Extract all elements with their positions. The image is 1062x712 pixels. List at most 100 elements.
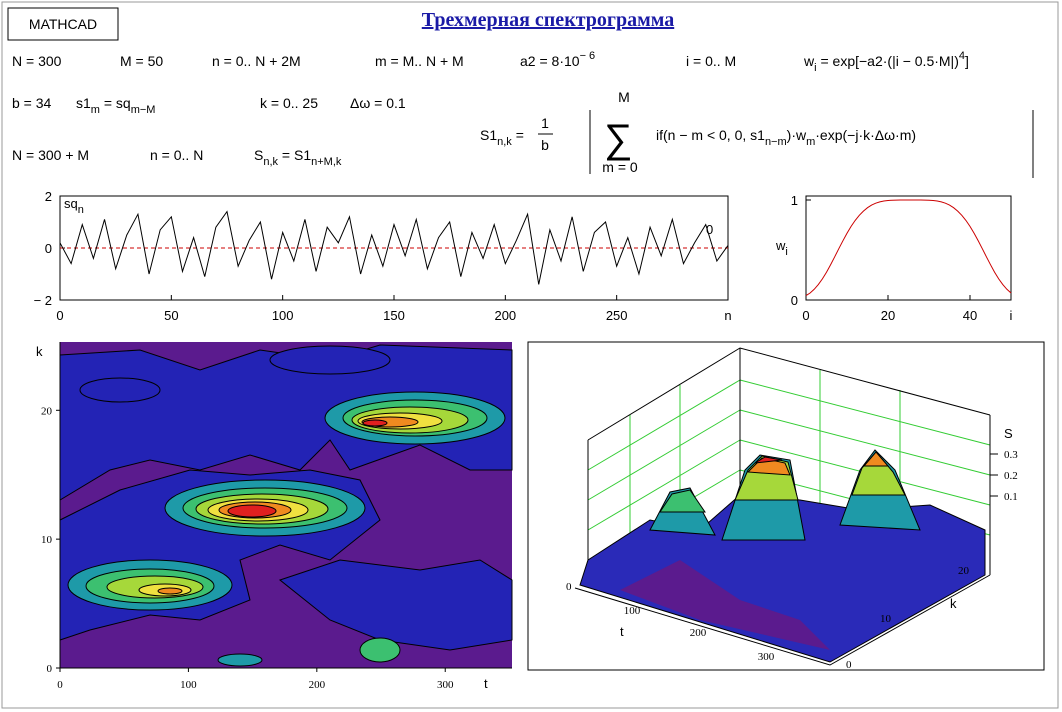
contour-level <box>359 637 401 663</box>
x-tick-label: 0 <box>56 308 63 323</box>
formula-part: k = 0.. 25 <box>260 95 318 111</box>
x-tick-label: 200 <box>690 627 707 639</box>
grid-line <box>739 409 991 476</box>
formula-part: − 6 <box>580 50 596 62</box>
contour-level <box>59 344 513 501</box>
formula-part: if(n − m < 0, 0, s1 <box>656 127 765 143</box>
formula-part: n+M,k <box>311 156 342 168</box>
formula-part: n = 0.. N <box>150 147 203 163</box>
contour-level <box>217 653 263 667</box>
y-axis-label: k <box>36 344 43 359</box>
y-tick-label: 1 <box>791 193 798 208</box>
x-tick-label: 50 <box>164 308 178 323</box>
origin-label: 0 <box>566 581 572 593</box>
y-tick-label: 2 <box>45 189 52 204</box>
y-axis-label: sqn <box>64 196 84 216</box>
y-tick-label: 10 <box>41 534 53 546</box>
formula: M = 50 <box>120 53 163 69</box>
formula-part: b = 34 <box>12 95 52 111</box>
x-tick-label: 150 <box>383 308 405 323</box>
surface-plot <box>527 341 1045 671</box>
x-tick-label: 0 <box>802 308 809 323</box>
formula-part: Δω = 0.1 <box>350 95 406 111</box>
origin-label: 0 <box>846 659 852 671</box>
x-tick-label: 100 <box>624 605 641 617</box>
x-tick-label: 200 <box>494 308 516 323</box>
badge-box <box>7 7 119 41</box>
formula: n = 0.. N <box>150 147 203 163</box>
formula-part: N = 300 <box>12 53 62 69</box>
surface-peak <box>862 451 890 467</box>
formula-part: m <box>91 104 100 116</box>
y-axis-label: wi <box>775 238 788 258</box>
formula-part: i <box>814 62 816 74</box>
contour-level <box>362 419 388 427</box>
formula-part: w <box>775 238 786 253</box>
x-tick-label: 100 <box>272 308 294 323</box>
formula-part: m = M.. N + M <box>375 53 464 69</box>
formula: a2 = 8·10− 6 <box>520 50 595 69</box>
x-axis-label: t <box>620 624 624 639</box>
formula-part: a2 = 8·10 <box>520 53 580 69</box>
annotation: 0 <box>706 222 713 237</box>
surface-peak <box>754 456 783 464</box>
formula-part: M = 50 <box>120 53 163 69</box>
x-tick-label: 0 <box>57 679 63 691</box>
formula: N = 300 <box>12 53 62 69</box>
formula-part: n,k <box>497 136 512 148</box>
contour-level <box>79 377 161 403</box>
y-tick-label: 0 <box>45 241 52 256</box>
formula: wi = exp[−a2·(|i − 0.5·M|)4] <box>803 50 969 74</box>
formula-part: m <box>806 136 815 148</box>
x-tick-label: 20 <box>881 308 895 323</box>
x-tick-label: 200 <box>309 679 326 691</box>
sigma: ∑ <box>604 117 633 161</box>
fraction-denominator: b <box>541 137 549 153</box>
x-tick-label: 300 <box>437 679 454 691</box>
z-tick-label: 0.1 <box>1004 491 1018 503</box>
sum-top: M <box>618 89 630 105</box>
grid-line <box>587 379 741 471</box>
formula-part: = <box>512 127 524 143</box>
formula-part: i = 0.. M <box>686 53 736 69</box>
title: Трехмерная спектрограмма <box>422 9 674 31</box>
formula: S1n,k = <box>480 127 524 148</box>
y-tick-label: 0 <box>791 293 798 308</box>
y-tick-label: − 2 <box>34 293 52 308</box>
formula: b = 34 <box>12 95 52 111</box>
formula: i = 0.. M <box>686 53 736 69</box>
formula-part: s1 <box>76 95 91 111</box>
formula-part: ·exp(−j·k·Δω·m) <box>815 127 916 143</box>
z-axis-label: S <box>1004 426 1013 441</box>
formula-part: ] <box>965 53 969 69</box>
formula-part: N = 300 + M <box>12 147 89 163</box>
y-tick-label: 0 <box>47 663 53 675</box>
fraction-numerator: 1 <box>541 115 549 131</box>
formula-part: )·w <box>787 127 807 143</box>
formula-part: sq <box>64 196 78 211</box>
surface-box <box>574 347 991 666</box>
formula: N = 300 + M <box>12 147 89 163</box>
contour-level <box>157 587 183 595</box>
formula: Δω = 0.1 <box>350 95 406 111</box>
x-tick-label: 250 <box>606 308 628 323</box>
badge: MATHCAD <box>29 16 97 32</box>
x-axis-label: t <box>484 676 488 691</box>
y-tick-label: 10 <box>880 613 892 625</box>
surface-base <box>620 560 830 650</box>
formula: n = 0.. N + 2M <box>212 53 301 69</box>
formula-part: S <box>254 147 263 163</box>
formula-part: m−M <box>131 104 156 116</box>
formula-part: n = 0.. N + 2M <box>212 53 301 69</box>
sum-bottom: m = 0 <box>602 159 638 175</box>
grid-line <box>739 379 991 446</box>
z-tick-label: 0.3 <box>1004 449 1018 461</box>
z-tick-label: 0.2 <box>1004 470 1018 482</box>
surface-peak <box>659 489 706 513</box>
contour-level <box>278 559 513 651</box>
y-tick-label: 20 <box>958 565 970 577</box>
y-axis-label: k <box>950 596 957 611</box>
